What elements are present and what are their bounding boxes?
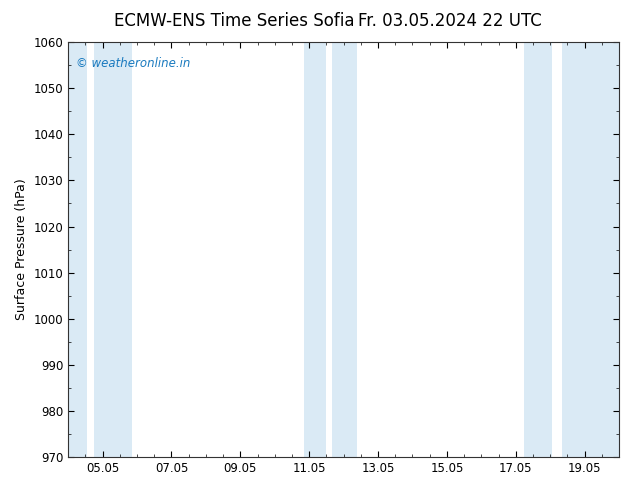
Bar (562, 42, 619, 457)
Bar (68, 42, 87, 457)
Bar (332, 42, 358, 457)
Text: ECMW-ENS Time Series Sofia: ECMW-ENS Time Series Sofia (114, 12, 355, 30)
Text: Fr. 03.05.2024 22 UTC: Fr. 03.05.2024 22 UTC (358, 12, 542, 30)
Bar (524, 42, 552, 457)
Text: © weatheronline.in: © weatheronline.in (77, 56, 191, 70)
Bar (304, 42, 327, 457)
Y-axis label: Surface Pressure (hPa): Surface Pressure (hPa) (15, 179, 28, 320)
Bar (94, 42, 132, 457)
